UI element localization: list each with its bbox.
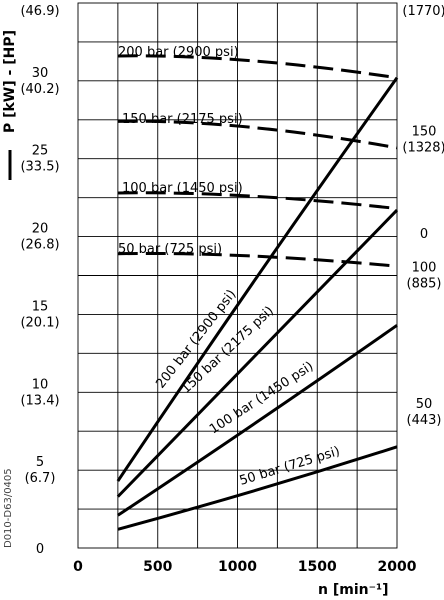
right-tick-hp: (1770) bbox=[402, 4, 444, 19]
torque-series-label: 200 bar (2900 psi) bbox=[118, 45, 239, 60]
left-tick-kw: 20 bbox=[32, 222, 49, 237]
power-line bbox=[117, 445, 398, 531]
left-tick-hp: (33.5) bbox=[20, 160, 59, 175]
left-tick-hp: (46.9) bbox=[20, 4, 59, 19]
right-tick-label: 100 bbox=[412, 261, 437, 276]
torque-series-label: 50 bar (725 psi) bbox=[118, 242, 222, 257]
torque-line bbox=[117, 191, 398, 211]
left-tick-hp: (6.7) bbox=[25, 471, 56, 486]
torque-line bbox=[117, 251, 398, 268]
left-tick-kw: 0 bbox=[36, 542, 44, 557]
x-tick-label: 1500 bbox=[298, 559, 337, 575]
left-tick-hp: (20.1) bbox=[20, 315, 59, 330]
x-tick-label: 1000 bbox=[218, 559, 257, 575]
right-tick-label: 150 bbox=[412, 124, 437, 139]
power-line bbox=[117, 324, 398, 517]
left-tick-hp: (13.4) bbox=[20, 393, 59, 408]
left-tick-kw: 30 bbox=[32, 66, 49, 81]
left-tick-kw: 15 bbox=[32, 299, 49, 314]
left-tick-hp: (26.8) bbox=[20, 238, 59, 253]
left-tick-kw: 5 bbox=[36, 455, 44, 470]
x-tick-label: 2000 bbox=[378, 559, 417, 575]
right-tick-label: 200 bbox=[412, 0, 437, 3]
torque-line bbox=[117, 119, 398, 150]
torque-series-label: 100 bar (1450 psi) bbox=[122, 181, 243, 196]
figure-id: D010-D63/0405 bbox=[3, 468, 14, 548]
left-tick-kw: 25 bbox=[32, 144, 49, 159]
power-series-label: 50 bar (725 psi) bbox=[238, 444, 342, 489]
x-tick-label: 500 bbox=[143, 559, 172, 575]
left-tick-kw: 10 bbox=[32, 377, 49, 392]
power-line bbox=[116, 209, 399, 498]
power-series-label: 100 bar (1450 psi) bbox=[207, 359, 316, 437]
left-axis-ticks: 0 5(6.7) 10(13.4) 15(20.1) 20(26.8) 25(33.5) 3… bbox=[20, 0, 59, 557]
power-line bbox=[116, 76, 399, 482]
right-tick-label: 0 bbox=[420, 227, 428, 242]
right-tick-hp: (1328) bbox=[402, 140, 444, 155]
x-tick-label: 0 bbox=[73, 559, 83, 575]
left-tick-hp: (40.2) bbox=[20, 82, 59, 97]
y-axis-label: P [kW] - [HP] bbox=[2, 30, 18, 133]
right-tick-hp: (885) bbox=[407, 277, 442, 292]
series-labels: 200 bar (2900 psi) 150 bar (2175 psi) 100 … bbox=[118, 45, 342, 489]
torque-line bbox=[117, 54, 398, 80]
left-tick-kw: 35 bbox=[32, 0, 49, 3]
x-axis-label: n [min⁻¹] bbox=[318, 582, 389, 598]
right-axis-ticks: 0 50(443) 100(885) 150(1328) 200(1770) bbox=[402, 0, 444, 428]
x-axis-ticks: 0 500 1000 1500 2000 bbox=[73, 559, 417, 575]
power-series-lines bbox=[116, 76, 399, 531]
torque-series-lines bbox=[117, 54, 398, 268]
right-tick-label: 50 bbox=[416, 397, 433, 412]
grid-lines bbox=[77, 2, 398, 549]
torque-series-label: 150 bar (2175 psi) bbox=[122, 112, 243, 127]
y-axis-label-group: P [kW] - [HP] bbox=[2, 30, 18, 180]
right-tick-hp: (443) bbox=[407, 413, 442, 428]
